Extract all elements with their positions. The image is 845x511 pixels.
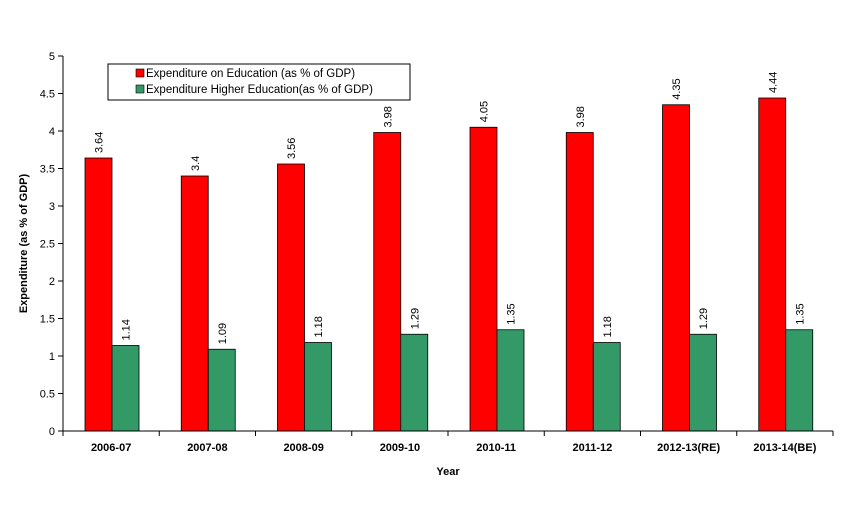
- data-label: 1.18: [602, 316, 614, 337]
- y-tick-label: 3: [49, 201, 55, 213]
- bar-higher-education: [785, 329, 814, 432]
- bar-education: [277, 163, 305, 432]
- data-label: 4.44: [767, 72, 779, 93]
- data-label: 1.35: [506, 303, 518, 324]
- x-tick-label: 2010-11: [476, 442, 516, 454]
- legend-label-education: Expenditure on Education (as % of GDP): [146, 68, 355, 80]
- data-label: 1.29: [409, 308, 421, 329]
- data-label: 3.56: [286, 138, 298, 159]
- x-tick-label: 2009-10: [380, 442, 420, 454]
- bar-higher-education: [592, 342, 621, 432]
- y-tick-label: 4: [49, 126, 55, 138]
- legend: Expenditure on Education (as % of GDP) E…: [107, 63, 411, 101]
- bar-higher-education: [496, 329, 525, 432]
- data-label: 1.09: [217, 323, 229, 344]
- y-tick-label: 1.5: [40, 314, 55, 326]
- y-tick-label: 3.5: [40, 164, 55, 176]
- bar-education: [84, 157, 113, 432]
- y-tick-label: 0.5: [40, 389, 55, 401]
- y-tick-label: 0: [49, 426, 55, 438]
- x-axis-label: Year: [436, 466, 460, 478]
- x-axis-ticks: 2006-07 2007-08 2008-09 2009-10 2010-11 2011-…: [62, 431, 834, 454]
- data-label: 1.18: [313, 316, 325, 337]
- data-label: 4.35: [671, 78, 683, 99]
- data-label: 1.29: [698, 308, 710, 329]
- y-axis-label: Expenditure (as % of GDP): [18, 173, 30, 313]
- bar-education: [758, 97, 787, 432]
- bar-higher-education: [111, 345, 140, 432]
- bar-higher-education: [400, 333, 429, 432]
- data-label: 3.98: [575, 106, 587, 127]
- bar-education: [565, 132, 594, 432]
- legend-swatch-higher-education: [135, 84, 145, 94]
- data-label: 4.05: [479, 101, 491, 122]
- data-label: 1.35: [794, 303, 806, 324]
- legend-label-higher-education: Expenditure Higher Education(as % of GDP…: [146, 84, 373, 96]
- data-label: 3.4: [190, 156, 202, 171]
- bars: [84, 97, 814, 432]
- bar-education: [469, 126, 498, 432]
- x-tick-label: 2008-09: [283, 442, 323, 454]
- bar-education: [180, 175, 209, 432]
- x-tick-label: 2013-14(BE): [753, 442, 816, 454]
- y-axis-ticks: 0 0.5 1 1.5 2 2.5 3 3.5 4 4.5 5: [40, 51, 63, 438]
- data-label: 1.14: [121, 319, 133, 340]
- data-label: 3.98: [382, 106, 394, 127]
- x-tick-label: 2006-07: [91, 442, 131, 454]
- y-tick-label: 2: [49, 276, 55, 288]
- legend-box: [107, 63, 411, 101]
- bar-higher-education: [689, 333, 717, 432]
- bar-higher-education: [304, 342, 332, 432]
- bar-education: [373, 132, 402, 432]
- data-label: 3.64: [94, 132, 106, 153]
- x-tick-label: 2011-12: [572, 442, 612, 454]
- bar-higher-education: [207, 348, 236, 432]
- y-tick-label: 5: [49, 51, 55, 63]
- bar-education: [662, 104, 690, 432]
- y-tick-label: 2.5: [40, 239, 55, 251]
- data-labels: 3.64 3.4 3.56 3.98 4.05 3.98 4.35 4.44 1.14 1.09 1…: [94, 72, 807, 345]
- legend-swatch-education: [135, 68, 145, 78]
- x-tick-label: 2007-08: [187, 442, 227, 454]
- y-tick-label: 4.5: [40, 89, 55, 101]
- y-tick-label: 1: [49, 351, 55, 363]
- x-tick-label: 2012-13(RE): [657, 442, 720, 454]
